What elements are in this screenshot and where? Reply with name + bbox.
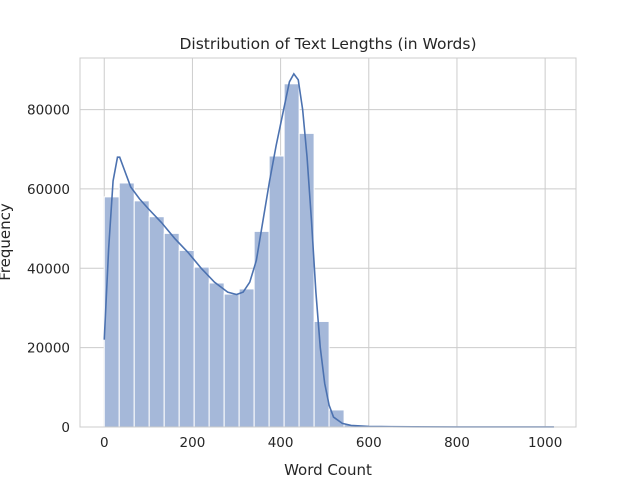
histogram-bar xyxy=(193,266,210,428)
chart-title: Distribution of Text Lengths (in Words) xyxy=(179,35,476,53)
x-tick-label: 400 xyxy=(268,435,294,451)
histogram-bar xyxy=(313,320,330,428)
y-tick-label: 40000 xyxy=(27,261,70,277)
histogram-bar xyxy=(268,155,285,428)
y-tick-label: 20000 xyxy=(27,341,70,357)
histogram-bar xyxy=(238,288,255,428)
histogram-bar xyxy=(178,249,195,428)
histogram-bar xyxy=(208,282,225,428)
x-axis-label: Word Count xyxy=(284,461,372,479)
y-tick-label: 60000 xyxy=(27,182,70,198)
histogram-bar xyxy=(133,200,150,428)
kde-curve xyxy=(103,72,554,428)
x-tick-label: 600 xyxy=(356,435,382,451)
x-tick-label: 0 xyxy=(100,435,109,451)
histogram-bar xyxy=(298,132,315,428)
x-tick-label: 200 xyxy=(180,435,206,451)
histogram-bar xyxy=(103,196,120,428)
histogram-bar xyxy=(118,182,135,428)
y-axis-ticks: 0 20000 40000 60000 80000 xyxy=(27,103,70,436)
x-tick-label: 1000 xyxy=(528,435,562,451)
histogram-bar xyxy=(283,83,300,428)
y-tick-label: 0 xyxy=(61,420,70,436)
x-axis-ticks: 0 200 400 600 800 1000 xyxy=(100,435,562,451)
histogram-bar xyxy=(148,216,165,428)
y-axis-label: Frequency xyxy=(0,203,14,281)
x-tick-label: 800 xyxy=(444,435,470,451)
histogram-bar xyxy=(163,232,180,428)
histogram-bar xyxy=(223,293,240,428)
plot-frame xyxy=(79,57,577,428)
y-tick-label: 80000 xyxy=(27,103,70,119)
